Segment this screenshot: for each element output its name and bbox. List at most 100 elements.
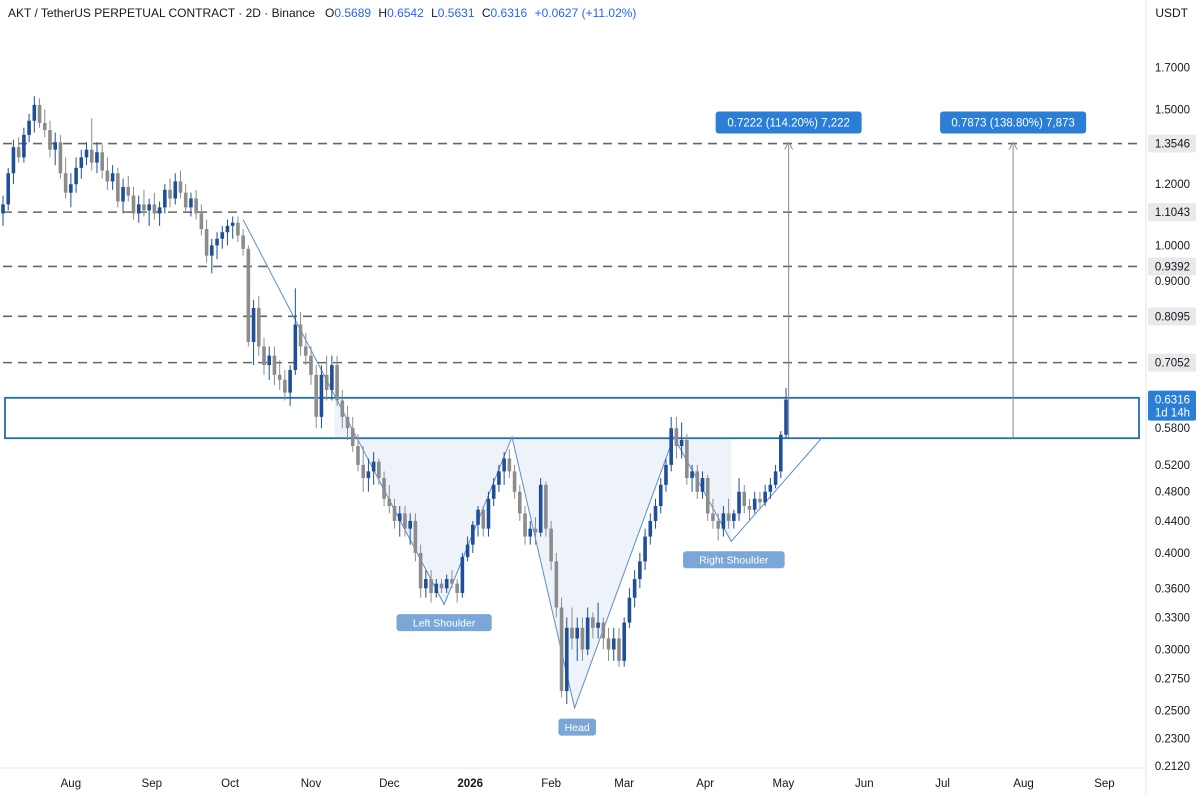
candle-body bbox=[6, 173, 11, 205]
y-tick-label: 0.2120 bbox=[1155, 761, 1190, 773]
candle-body bbox=[246, 248, 251, 342]
candle bbox=[204, 219, 209, 263]
candle bbox=[142, 189, 146, 217]
target-label-box-1 bbox=[715, 111, 862, 134]
level-price-tag-box bbox=[1148, 134, 1196, 153]
candle bbox=[601, 617, 606, 650]
candle bbox=[643, 528, 647, 571]
candle-body bbox=[517, 491, 522, 514]
candle bbox=[309, 346, 313, 385]
high-value: 0.6542 bbox=[387, 6, 424, 20]
candle-body bbox=[283, 379, 287, 393]
candle-body bbox=[63, 173, 68, 193]
candle bbox=[544, 481, 548, 537]
candle bbox=[356, 434, 360, 472]
y-tick-label: 0.5800 bbox=[1155, 423, 1190, 435]
candle bbox=[711, 498, 715, 529]
candle-body bbox=[502, 458, 506, 472]
candle-body bbox=[199, 213, 204, 230]
candle bbox=[585, 607, 590, 656]
level-price-tag: 0.7052 bbox=[1155, 358, 1190, 370]
candle bbox=[371, 452, 376, 485]
candle-body bbox=[204, 229, 209, 256]
candle bbox=[481, 506, 486, 537]
level-price-tag: 0.8095 bbox=[1155, 311, 1190, 323]
candle-body bbox=[737, 491, 741, 514]
candle bbox=[512, 464, 517, 499]
x-tick-label: Apr bbox=[696, 778, 714, 790]
y-tick-label: 0.5200 bbox=[1155, 460, 1190, 472]
candle bbox=[690, 464, 694, 492]
y-tick-label: 1.0000 bbox=[1155, 240, 1190, 252]
candle-body bbox=[465, 544, 470, 558]
candle-body bbox=[126, 187, 131, 196]
candle bbox=[617, 627, 621, 667]
candle bbox=[293, 288, 298, 375]
candle-body bbox=[189, 198, 193, 208]
candle-body bbox=[210, 245, 214, 256]
candle bbox=[298, 312, 303, 356]
candle-body bbox=[397, 513, 402, 521]
candle-body bbox=[262, 346, 266, 366]
candle bbox=[100, 144, 104, 179]
candle-body bbox=[575, 627, 580, 639]
y-tick-label: 0.4400 bbox=[1155, 516, 1190, 528]
candle bbox=[507, 449, 512, 479]
candle-body bbox=[314, 374, 319, 417]
candle-body bbox=[648, 520, 653, 537]
candle bbox=[679, 422, 684, 459]
candle bbox=[366, 458, 371, 492]
candle bbox=[758, 491, 762, 510]
candle bbox=[251, 299, 256, 366]
candle-body bbox=[538, 484, 543, 533]
candle bbox=[653, 498, 658, 529]
x-tick-label: Feb bbox=[541, 778, 561, 790]
candle-body bbox=[559, 607, 564, 692]
target-label-2: 0.7873 (138.80%) 7,873 bbox=[951, 118, 1074, 130]
candle bbox=[779, 431, 783, 479]
level-price-tag: 0.9392 bbox=[1155, 261, 1190, 273]
candle-body bbox=[157, 207, 162, 214]
candle-body bbox=[450, 579, 454, 584]
candle-body bbox=[606, 638, 611, 650]
candle-body bbox=[178, 181, 183, 193]
candle-body bbox=[220, 232, 225, 239]
candle-body bbox=[403, 513, 407, 529]
x-tick-label: Aug bbox=[1013, 778, 1033, 790]
candle-body bbox=[784, 399, 788, 435]
currency-unit[interactable]: USDT bbox=[1155, 6, 1188, 20]
pattern-label-2: Head bbox=[565, 722, 590, 734]
candle bbox=[340, 389, 345, 429]
candle-body bbox=[434, 583, 439, 593]
candle bbox=[126, 175, 131, 202]
candle-body bbox=[533, 528, 538, 533]
candle bbox=[262, 337, 266, 375]
candle-body bbox=[241, 235, 245, 249]
candle-body bbox=[356, 446, 360, 465]
chart-legend-header: AKT / TetherUS PERPETUAL CONTRACT · 2D ·… bbox=[8, 4, 636, 22]
candle-body bbox=[471, 524, 475, 545]
resistance-zone-box bbox=[4, 396, 1140, 440]
candle bbox=[752, 491, 757, 514]
candle-body bbox=[773, 471, 778, 485]
candle bbox=[638, 552, 642, 589]
candle-body bbox=[711, 513, 715, 521]
level-price-tag-box bbox=[1148, 353, 1196, 372]
candle bbox=[611, 627, 616, 661]
candle bbox=[747, 498, 752, 521]
candle bbox=[763, 484, 767, 507]
candle bbox=[632, 570, 637, 608]
candle-body bbox=[340, 400, 345, 417]
candle bbox=[6, 167, 11, 211]
candle-body bbox=[549, 528, 553, 562]
candle-body bbox=[168, 189, 172, 199]
last-price-tag-box bbox=[1148, 390, 1196, 421]
x-tick-label: Sep bbox=[1094, 778, 1114, 790]
candle bbox=[22, 127, 26, 163]
candle bbox=[16, 137, 21, 163]
change-value: +0.0627 (+11.02%) bbox=[534, 6, 637, 20]
candle-body bbox=[418, 552, 423, 589]
level-price-tag: 1.1043 bbox=[1155, 207, 1190, 219]
